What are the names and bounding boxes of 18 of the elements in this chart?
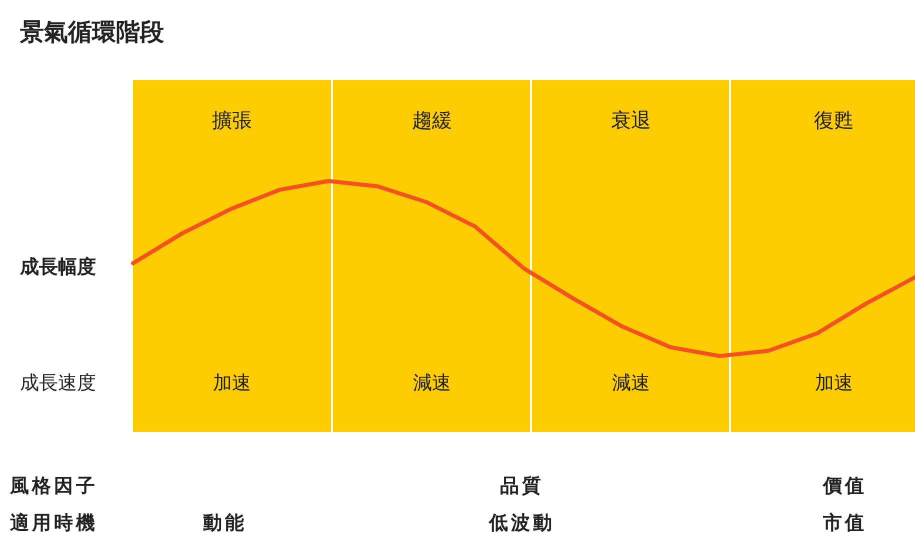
text: 復甦 bbox=[814, 108, 854, 132]
text: 動能 bbox=[202, 512, 247, 534]
text: 擴張 bbox=[212, 108, 252, 132]
text: 衰退 bbox=[611, 108, 651, 132]
chart-title: 景氣循環階段 bbox=[19, 18, 165, 46]
y-axis-title: 成長幅度 bbox=[19, 256, 96, 278]
text: 減速 bbox=[612, 372, 650, 394]
text: 市值 bbox=[822, 512, 867, 534]
text: 趨緩 bbox=[412, 108, 452, 132]
text: 減速 bbox=[413, 372, 451, 394]
text: 品質 bbox=[500, 475, 544, 497]
text: 加速 bbox=[815, 372, 853, 394]
text: 價值 bbox=[822, 475, 867, 497]
text: 成長速度 bbox=[20, 372, 96, 394]
text: 適用時機 bbox=[10, 512, 98, 534]
text: 加速 bbox=[213, 372, 251, 394]
text: 低波動 bbox=[488, 512, 555, 534]
text: 風格因子 bbox=[9, 475, 98, 497]
